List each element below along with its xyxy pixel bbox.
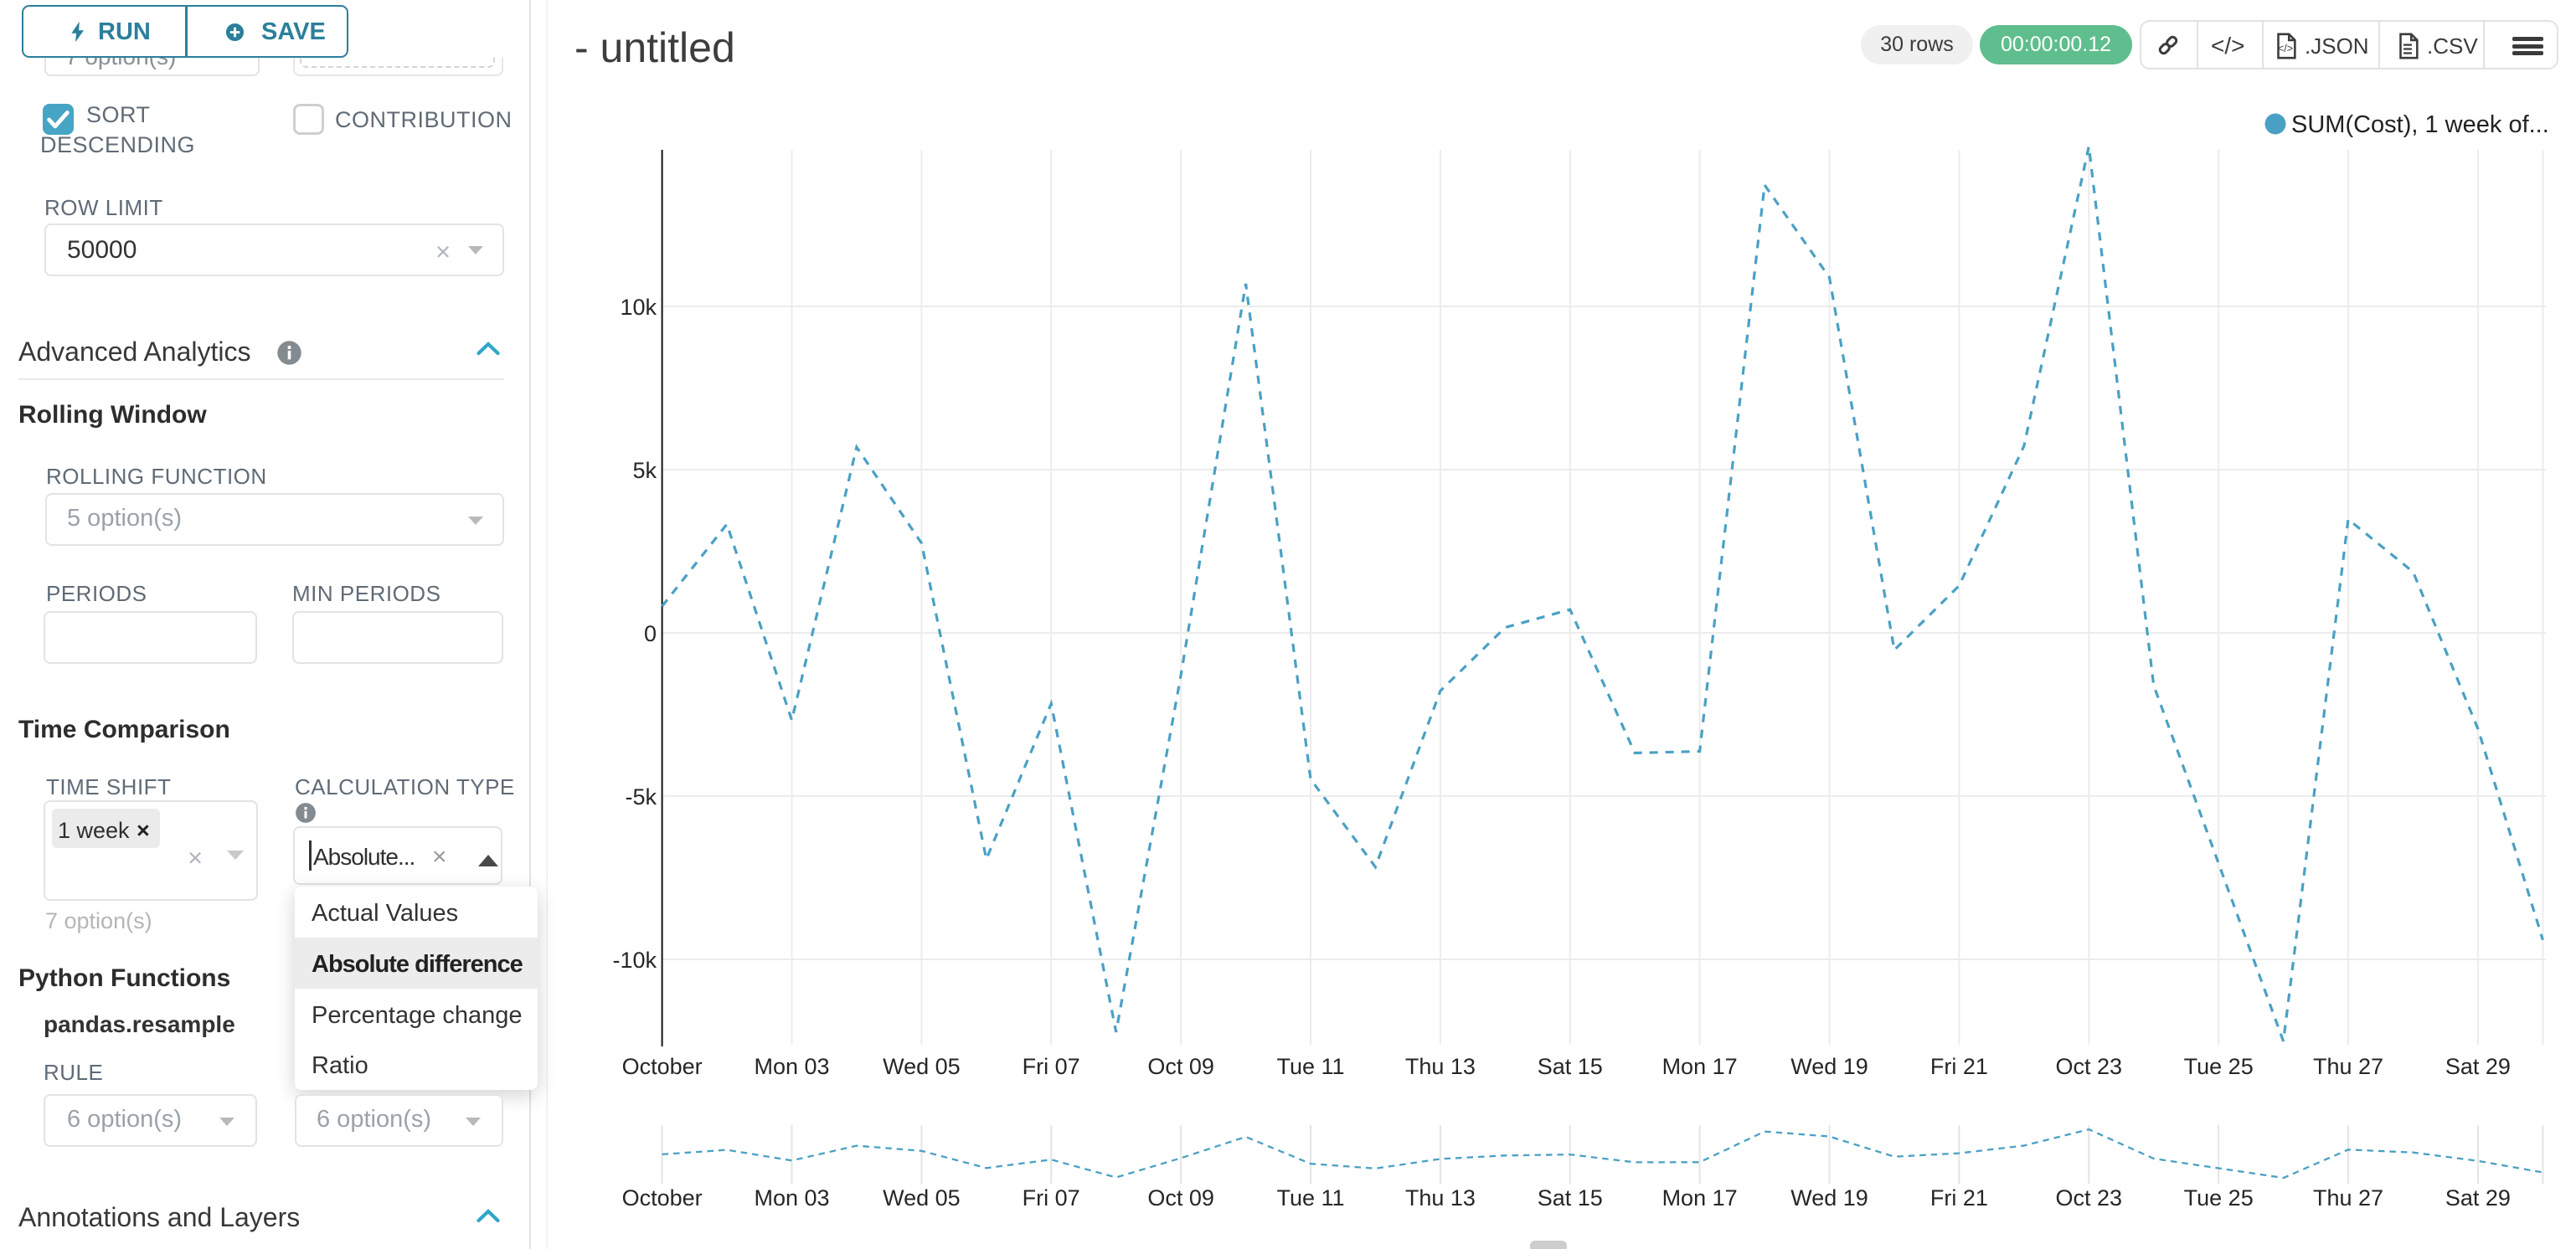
svg-text:Mon 17: Mon 17	[1662, 1185, 1738, 1210]
svg-text:Wed 19: Wed 19	[1790, 1185, 1868, 1210]
svg-text:Oct 23: Oct 23	[2056, 1185, 2123, 1210]
svg-text:Wed 05: Wed 05	[883, 1185, 961, 1210]
svg-text:SUM(Cost), 1 week of...: SUM(Cost), 1 week of...	[2291, 111, 2549, 138]
svg-text:October: October	[622, 1185, 703, 1210]
svg-text:Thu 13: Thu 13	[1405, 1185, 1476, 1210]
svg-text:5k: 5k	[632, 458, 657, 483]
svg-text:Sat 15: Sat 15	[1538, 1054, 1603, 1079]
svg-text:Mon 17: Mon 17	[1662, 1054, 1738, 1079]
svg-text:Tue 25: Tue 25	[2184, 1185, 2254, 1210]
svg-text:Fri 07: Fri 07	[1023, 1185, 1080, 1210]
svg-text:0: 0	[644, 621, 657, 646]
svg-text:Tue 25: Tue 25	[2184, 1054, 2254, 1079]
svg-text:Oct 09: Oct 09	[1147, 1185, 1214, 1210]
svg-text:10k: 10k	[620, 295, 657, 320]
svg-text:Wed 19: Wed 19	[1790, 1054, 1868, 1079]
svg-text:</>: </>	[2278, 42, 2293, 54]
svg-text:Sat 15: Sat 15	[1538, 1185, 1603, 1210]
svg-text:Wed 05: Wed 05	[883, 1054, 961, 1079]
svg-text:Thu 13: Thu 13	[1405, 1054, 1476, 1079]
svg-text:Sat 29: Sat 29	[2445, 1054, 2511, 1079]
svg-text:Thu 27: Thu 27	[2313, 1054, 2383, 1079]
svg-text:Thu 27: Thu 27	[2313, 1185, 2383, 1210]
svg-text:Tue 11: Tue 11	[1276, 1185, 1344, 1210]
svg-text:Mon 03: Mon 03	[754, 1185, 829, 1210]
svg-text:Mon 03: Mon 03	[754, 1054, 829, 1079]
svg-text:Oct 09: Oct 09	[1147, 1054, 1214, 1079]
svg-text:Fri 21: Fri 21	[1930, 1185, 1988, 1210]
svg-text:Oct 23: Oct 23	[2056, 1054, 2123, 1079]
svg-text:Fri 07: Fri 07	[1023, 1054, 1080, 1079]
svg-text:-5k: -5k	[625, 784, 657, 810]
svg-text:Fri 21: Fri 21	[1930, 1054, 1988, 1079]
svg-text:-10k: -10k	[612, 948, 657, 973]
svg-text:Sat 29: Sat 29	[2445, 1185, 2511, 1210]
svg-text:October: October	[622, 1054, 703, 1079]
svg-text:Tue 11: Tue 11	[1276, 1054, 1344, 1079]
